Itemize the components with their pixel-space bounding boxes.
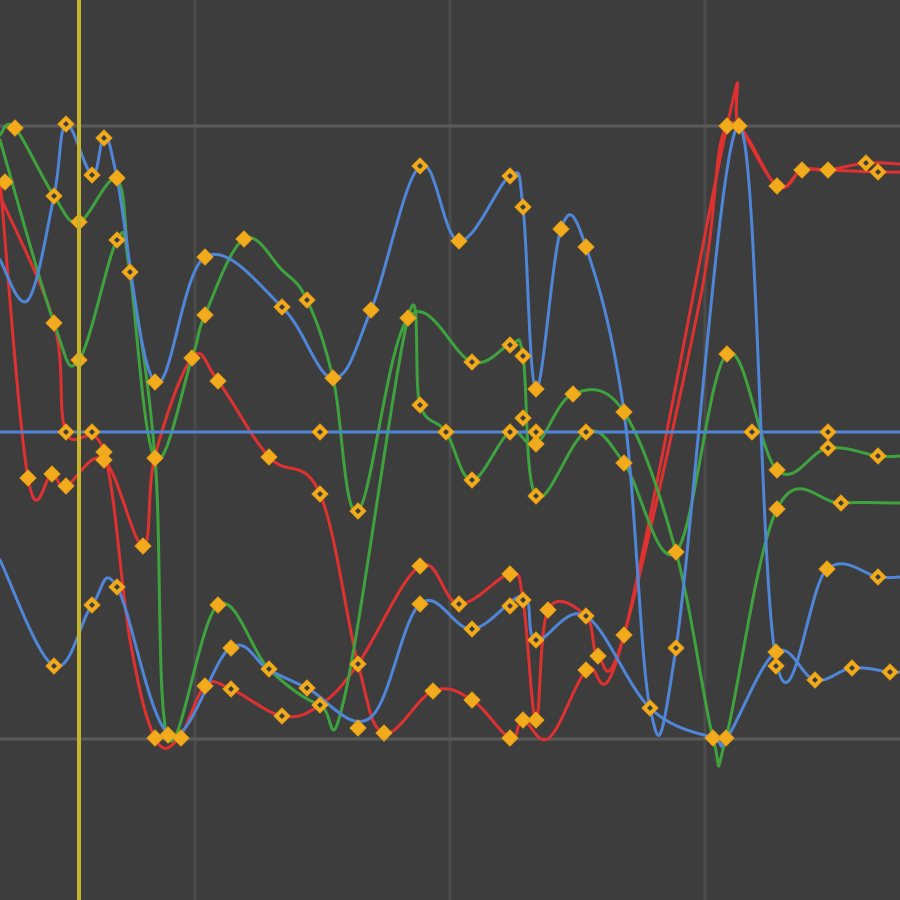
keyframe-handle[interactable] (146, 729, 164, 747)
keyframe-handle[interactable] (159, 726, 177, 744)
keyframe-handle[interactable] (196, 677, 214, 695)
keyframe-handle[interactable] (83, 596, 101, 614)
keyframe-handle[interactable] (514, 347, 532, 365)
keyframe-handle[interactable] (501, 729, 519, 747)
keyframe-handle[interactable] (843, 659, 861, 677)
keyframe-handle[interactable] (527, 380, 545, 398)
keyframe-handle[interactable] (768, 177, 786, 195)
keyframe-handle[interactable] (362, 301, 380, 319)
keyframe-handle[interactable] (45, 187, 63, 205)
keyframe-handle[interactable] (615, 626, 633, 644)
keyframe-handle[interactable] (375, 724, 393, 742)
keyframe-handle[interactable] (819, 423, 837, 441)
keyframe-handle[interactable] (463, 620, 481, 638)
keyframe-layer (0, 115, 899, 747)
keyframe-handle[interactable] (450, 232, 468, 250)
keyframe-handle[interactable] (615, 454, 633, 472)
keyframe-handle[interactable] (311, 485, 329, 503)
keyframe-handle[interactable] (501, 336, 519, 354)
keyframe-handle[interactable] (450, 595, 468, 613)
keyframe-handle[interactable] (45, 314, 63, 332)
keyframe-handle[interactable] (527, 487, 545, 505)
keyframe-handle[interactable] (818, 560, 836, 578)
keyframe-handle[interactable] (869, 447, 887, 465)
keyframe-handle[interactable] (819, 439, 837, 457)
keyframe-handle[interactable] (108, 169, 126, 187)
keyframe-handle[interactable] (324, 369, 342, 387)
keyframe-handle[interactable] (743, 423, 761, 441)
keyframe-handle[interactable] (411, 557, 429, 575)
keyframe-handle[interactable] (298, 291, 316, 309)
keyframe-handle[interactable] (222, 680, 240, 698)
keyframe-handle[interactable] (514, 198, 532, 216)
keyframe-handle[interactable] (424, 682, 442, 700)
keyframe-handle[interactable] (768, 461, 786, 479)
keyframe-handle[interactable] (615, 403, 633, 421)
keyframe-handle[interactable] (577, 661, 595, 679)
keyframe-handle[interactable] (717, 729, 735, 747)
keyframe-handle[interactable] (667, 543, 685, 561)
keyframe-handle[interactable] (501, 565, 519, 583)
keyframe-handle[interactable] (349, 719, 367, 737)
keyframe-handle[interactable] (463, 691, 481, 709)
keyframe-handle[interactable] (260, 448, 278, 466)
keyframe-handle[interactable] (399, 309, 417, 327)
keyframe-handle[interactable] (172, 729, 190, 747)
keyframe-handle[interactable] (589, 647, 607, 665)
keyframe-handle[interactable] (718, 345, 736, 363)
keyframe-handle[interactable] (577, 238, 595, 256)
keyframe-handle[interactable] (0, 173, 14, 191)
keyframe-handle[interactable] (832, 494, 850, 512)
keyframe-handle[interactable] (527, 711, 545, 729)
keyframe-handle[interactable] (881, 663, 899, 681)
keyframe-handle[interactable] (768, 500, 786, 518)
keyframe-handle[interactable] (869, 568, 887, 586)
keyframe-handle[interactable] (463, 471, 481, 489)
keyframe-handle[interactable] (806, 671, 824, 689)
keyframe-handle[interactable] (273, 707, 291, 725)
keyframe-handle[interactable] (704, 729, 722, 747)
keyframe-handle[interactable] (6, 119, 24, 137)
keyframe-handle[interactable] (43, 465, 61, 483)
keyframe-handle[interactable] (857, 154, 875, 172)
keyframe-handle[interactable] (209, 596, 227, 614)
keyframe-handle[interactable] (222, 639, 240, 657)
keyframe-handle[interactable] (527, 435, 545, 453)
keyframe-handle[interactable] (235, 230, 253, 248)
keyframe-handle[interactable] (209, 372, 227, 390)
keyframe-handle[interactable] (667, 639, 685, 657)
keyframe-handle[interactable] (819, 161, 837, 179)
keyframe-handle[interactable] (463, 353, 481, 371)
keyframe-handle[interactable] (298, 679, 316, 697)
keyframe-handle[interactable] (411, 396, 429, 414)
keyframe-handle[interactable] (196, 306, 214, 324)
keyframe-handle[interactable] (793, 161, 811, 179)
keyframe-handle[interactable] (311, 423, 329, 441)
keyframe-handle[interactable] (767, 657, 785, 675)
keyframe-handle[interactable] (411, 595, 429, 613)
keyframe-handle[interactable] (183, 349, 201, 367)
keyframe-handle[interactable] (95, 451, 113, 469)
keyframe-handle[interactable] (196, 248, 214, 266)
keyframe-handle[interactable] (718, 117, 736, 135)
keyframe-handle[interactable] (564, 385, 582, 403)
keyframe-handle[interactable] (121, 263, 139, 281)
keyframe-handle[interactable] (539, 601, 557, 619)
keyframe-handle[interactable] (134, 537, 152, 555)
keyframe-handle[interactable] (146, 449, 164, 467)
keyframe-handle[interactable] (514, 409, 532, 427)
keyframe-handle[interactable] (19, 469, 37, 487)
keyframe-handle[interactable] (57, 477, 75, 495)
keyframe-handle[interactable] (730, 117, 748, 135)
keyframe-handle[interactable] (552, 220, 570, 238)
keyframe-handle[interactable] (146, 373, 164, 391)
keyframe-handle[interactable] (514, 711, 532, 729)
keyframe-handle[interactable] (869, 163, 887, 181)
